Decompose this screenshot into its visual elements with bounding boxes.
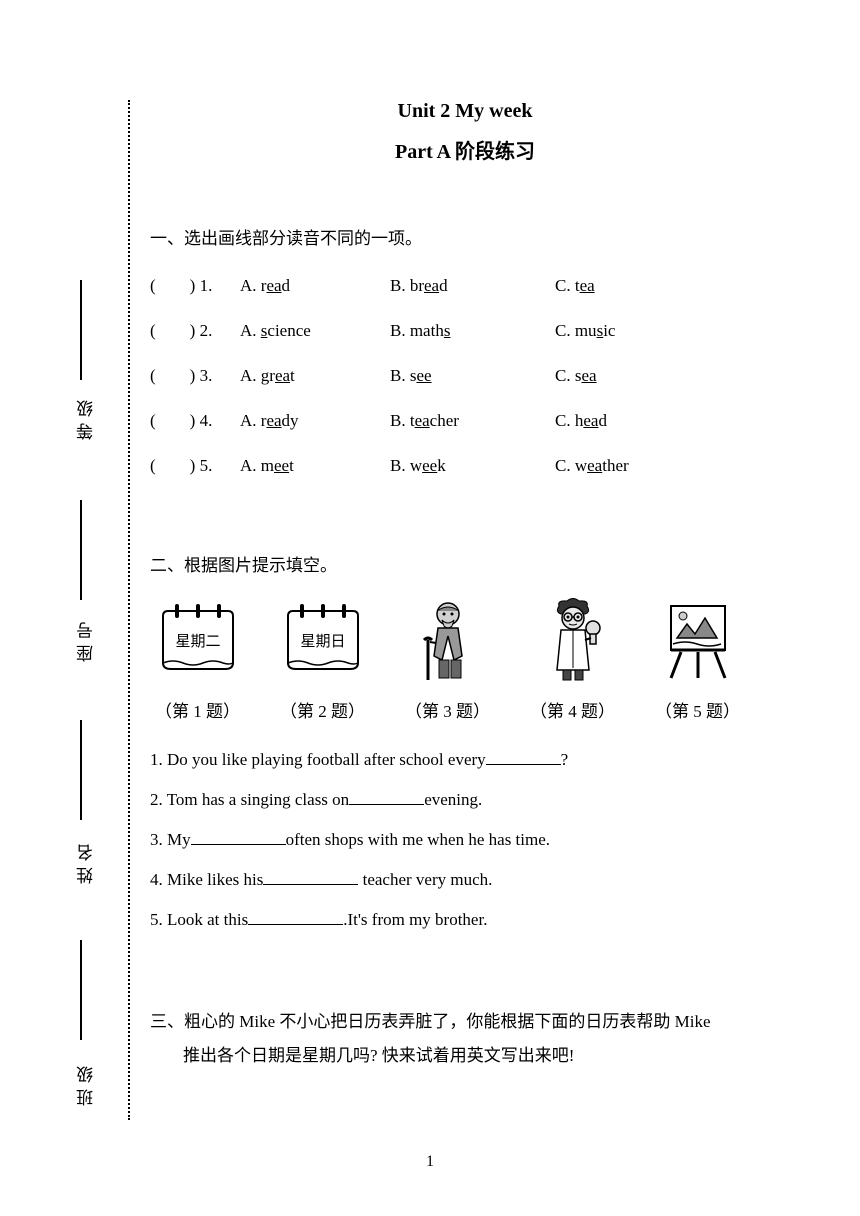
answer-blank[interactable]: ( ) 4. bbox=[150, 406, 240, 431]
section2-title: 二、根据图片提示填空。 bbox=[150, 551, 780, 576]
q4-a: A. ready bbox=[240, 411, 390, 431]
easel-painting-icon bbox=[650, 598, 745, 683]
side-label-grade[interactable]: 等级 bbox=[74, 394, 99, 440]
section3-line2: 推出各个日期是星期几吗? 快来试着用英文写出来吧! bbox=[150, 1039, 780, 1073]
caption-5: （第 5 题） bbox=[650, 697, 745, 722]
answer-blank[interactable]: ( ) 2. bbox=[150, 316, 240, 341]
q4-b: B. teacher bbox=[390, 411, 555, 431]
section1-questions: ( ) 1. A. read B. bread C. tea ( ) 2. A.… bbox=[150, 271, 780, 476]
q2-a: A. science bbox=[240, 321, 390, 341]
fill-4: 4. Mike likes his teacher very much. bbox=[150, 870, 780, 890]
q1-b: B. bread bbox=[390, 276, 555, 296]
page-title: Unit 2 My week bbox=[150, 100, 780, 123]
q5-a: A. meet bbox=[240, 456, 390, 476]
page-subtitle: Part A 阶段练习 bbox=[150, 135, 780, 164]
q1-a: A. read bbox=[240, 276, 390, 296]
q2-row: ( ) 2. A. science B. maths C. music bbox=[150, 316, 780, 341]
answer-blank[interactable]: ( ) 5. bbox=[150, 451, 240, 476]
caption-2: （第 2 题） bbox=[275, 697, 370, 722]
q5-c: C. weather bbox=[555, 456, 695, 476]
caption-4: （第 4 题） bbox=[525, 697, 620, 722]
side-line-class[interactable] bbox=[80, 940, 82, 1040]
q4-row: ( ) 4. A. ready B. teacher C. head bbox=[150, 406, 780, 431]
blank-input[interactable] bbox=[349, 790, 424, 805]
side-line-grade[interactable] bbox=[80, 280, 82, 380]
fill-5: 5. Look at this.It's from my brother. bbox=[150, 910, 780, 930]
q3-a: A. great bbox=[240, 366, 390, 386]
q3-row: ( ) 3. A. great B. see C. sea bbox=[150, 361, 780, 386]
caption-3: （第 3 题） bbox=[400, 697, 495, 722]
page-number: 1 bbox=[0, 1153, 860, 1171]
scientist-icon bbox=[525, 598, 620, 683]
blank-input[interactable] bbox=[486, 750, 561, 765]
calendar-tuesday-icon: 星期二 bbox=[150, 598, 245, 683]
q1-row: ( ) 1. A. read B. bread C. tea bbox=[150, 271, 780, 296]
q1-c: C. tea bbox=[555, 276, 695, 296]
fill-1: 1. Do you like playing football after sc… bbox=[150, 750, 780, 770]
side-label-seat[interactable]: 座号 bbox=[74, 616, 99, 662]
side-line-name[interactable] bbox=[80, 720, 82, 820]
fill-2: 2. Tom has a singing class onevening. bbox=[150, 790, 780, 810]
blank-input[interactable] bbox=[263, 870, 358, 885]
answer-blank[interactable]: ( ) 1. bbox=[150, 271, 240, 296]
q2-b: B. maths bbox=[390, 321, 555, 341]
content-area: Unit 2 My week Part A 阶段练习 一、选出画线部分读音不同的… bbox=[150, 100, 780, 1073]
answer-blank[interactable]: ( ) 3. bbox=[150, 361, 240, 386]
images-row: 星期二 星期日 bbox=[150, 598, 780, 683]
q3-c: C. sea bbox=[555, 366, 695, 386]
svg-text:星期日: 星期日 bbox=[300, 633, 345, 650]
q5-row: ( ) 5. A. meet B. week C. weather bbox=[150, 451, 780, 476]
blank-input[interactable] bbox=[191, 830, 286, 845]
dotted-divider bbox=[128, 100, 130, 1120]
q5-b: B. week bbox=[390, 456, 555, 476]
section3-line1: 三、粗心的 Mike 不小心把日历表弄脏了，你能根据下面的日历表帮助 Mike bbox=[150, 1005, 780, 1039]
q3-b: B. see bbox=[390, 366, 555, 386]
section3-text: 三、粗心的 Mike 不小心把日历表弄脏了，你能根据下面的日历表帮助 Mike … bbox=[150, 1005, 780, 1073]
blank-input[interactable] bbox=[248, 910, 343, 925]
calendar-sunday-icon: 星期日 bbox=[275, 598, 370, 683]
section1-title: 一、选出画线部分读音不同的一项。 bbox=[150, 224, 780, 249]
caption-1: （第 1 题） bbox=[150, 697, 245, 722]
fill-3: 3. Myoften shops with me when he has tim… bbox=[150, 830, 780, 850]
captions-row: （第 1 题） （第 2 题） （第 3 题） （第 4 题） （第 5 题） bbox=[150, 697, 780, 722]
svg-text:星期二: 星期二 bbox=[175, 633, 220, 650]
q4-c: C. head bbox=[555, 411, 695, 431]
side-line-seat[interactable] bbox=[80, 500, 82, 600]
old-man-icon bbox=[400, 598, 495, 683]
sidebar: 班级 姓名 座号 等级 bbox=[60, 100, 105, 1120]
q2-c: C. music bbox=[555, 321, 695, 341]
side-label-name[interactable]: 姓名 bbox=[74, 838, 99, 884]
side-label-class[interactable]: 班级 bbox=[74, 1060, 99, 1106]
